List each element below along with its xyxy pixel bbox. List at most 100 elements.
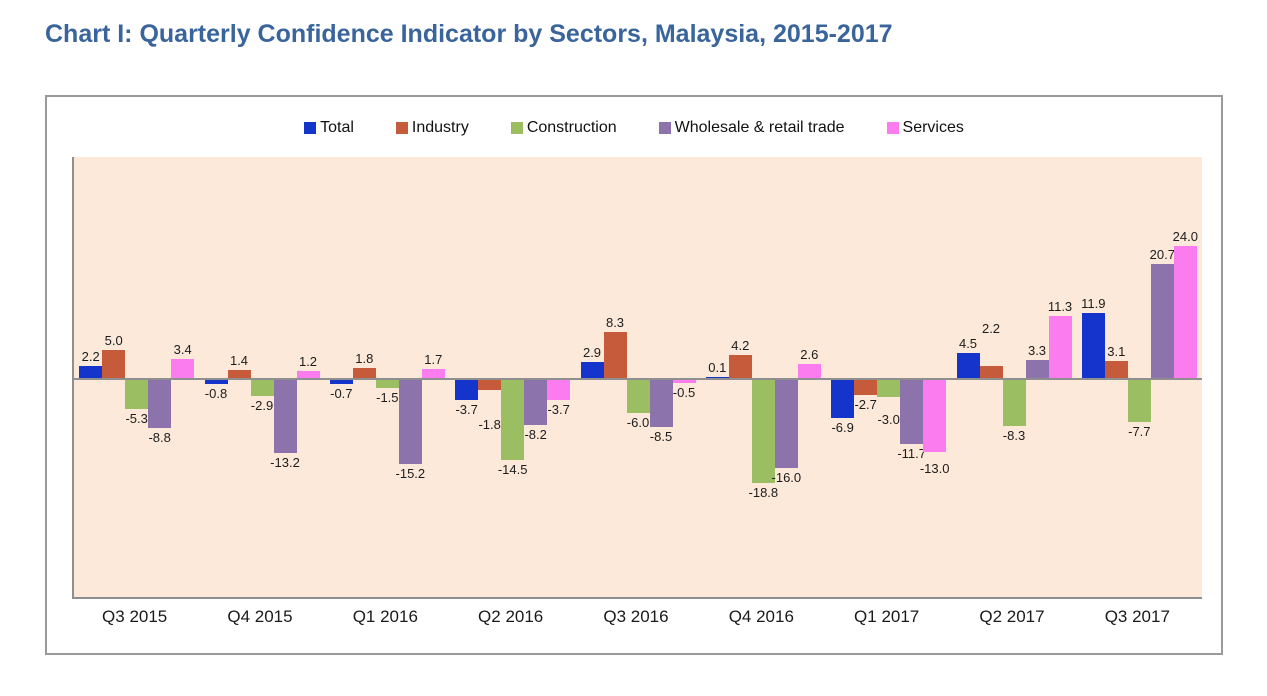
- bar-value-label: -14.5: [497, 462, 528, 477]
- bar-value-label: 1.8: [355, 351, 374, 366]
- bar-value-label: -18.8: [748, 485, 779, 500]
- bar: [1173, 246, 1197, 378]
- bar: [1127, 380, 1151, 422]
- bar: [626, 380, 650, 413]
- bar: [455, 380, 479, 400]
- bar: [329, 380, 353, 384]
- bar-value-label: -6.9: [831, 420, 854, 435]
- bar: [1002, 380, 1026, 426]
- x-axis-label: Q3 2017: [1104, 607, 1170, 626]
- bar: [774, 380, 798, 468]
- bar: [956, 353, 980, 378]
- bar: [1081, 313, 1105, 378]
- bar-value-label: 2.6: [800, 347, 819, 362]
- bar-value-label: -8.8: [148, 430, 171, 445]
- bar-value-label: 5.0: [104, 333, 123, 348]
- legend-item-4: Wholesale & retail trade: [658, 119, 845, 137]
- chart-title: Chart I: Quarterly Confidence Indicator …: [45, 20, 893, 48]
- bar-value-label: 4.2: [731, 338, 750, 353]
- bar-value-label: 20.7: [1149, 247, 1175, 262]
- legend-swatch-icon: [510, 122, 523, 134]
- bar: [524, 380, 548, 425]
- legend-item-3: Construction: [510, 119, 617, 137]
- bar: [672, 380, 696, 383]
- bar-value-label: -0.7: [330, 386, 353, 401]
- bar: [1048, 316, 1072, 378]
- legend-item-2: Industry: [395, 119, 469, 137]
- bar-value-label: -0.8: [204, 386, 228, 401]
- bar-value-label: -11.7: [897, 446, 926, 461]
- legend-swatch-icon: [304, 122, 317, 134]
- legend-swatch-icon: [395, 122, 408, 134]
- bar-value-label: 0.1: [708, 360, 727, 375]
- bar-value-label: -1.5: [376, 390, 399, 405]
- bar: [375, 380, 399, 388]
- bar-value-label: -1.8: [478, 417, 501, 432]
- bar-value-label: -13.2: [270, 455, 300, 470]
- chart-area: Total Industry Construction Wholesale & ret…: [45, 95, 1223, 655]
- bar-value-label: -5.3: [125, 411, 148, 426]
- bar-value-label: 1.4: [229, 353, 249, 368]
- x-axis-label: Q1 2016: [352, 607, 418, 626]
- bar-value-label: -3.0: [877, 412, 900, 427]
- bar: [227, 370, 251, 378]
- bar-value-label: -0.5: [672, 385, 696, 400]
- bar: [831, 380, 855, 418]
- bar-value-label: 11.3: [1047, 299, 1073, 314]
- bar-value-label: -8.3: [1002, 428, 1026, 443]
- bar-value-label: 2.2: [81, 349, 100, 364]
- bar: [1104, 361, 1128, 378]
- bar: [273, 380, 297, 453]
- legend-label: Wholesale & retail trade: [674, 119, 845, 136]
- x-axis: Q3 2015 Q4 2015 Q1 2016 Q2 2016 Q3 2016 Q4 20…: [72, 607, 1200, 631]
- x-axis-label: Q4 2016: [728, 607, 794, 626]
- bar-value-label: -3.7: [455, 402, 478, 417]
- bar-value-label: 2.2: [981, 321, 1001, 336]
- bar-value-label: -8.5: [649, 429, 673, 444]
- bar: [478, 380, 502, 390]
- bar: [352, 368, 376, 378]
- bar-value-label: -8.2: [524, 427, 547, 442]
- bar: [580, 362, 604, 378]
- bar: [705, 377, 729, 378]
- bar-value-label: 3.3: [1027, 343, 1047, 358]
- bar: [979, 366, 1003, 378]
- legend-item-1: Total: [304, 119, 354, 137]
- bar: [148, 380, 172, 428]
- bar-value-label: 1.2: [298, 354, 318, 369]
- x-axis-label: Q3 2016: [603, 607, 669, 626]
- bar: [1150, 264, 1174, 378]
- x-axis-label: Q1 2017: [854, 607, 920, 626]
- bar: [877, 380, 901, 397]
- bar: [102, 350, 126, 378]
- x-axis-label: Q2 2017: [979, 607, 1045, 626]
- legend: Total Industry Construction Wholesale & ret…: [47, 119, 1221, 137]
- bar-value-label: -16.0: [771, 470, 802, 485]
- bar-value-label: 2.9: [582, 345, 602, 360]
- legend-label: Construction: [526, 119, 617, 136]
- plot-area: 2.2 5.0 -5.3 -8.8 3.4 -0.8 1.4 -2.9 -13.2 1.2 -0.7…: [72, 157, 1202, 599]
- x-axis-label: Q3 2015: [102, 607, 168, 626]
- bar-value-label: -2.9: [250, 398, 274, 413]
- bar-value-label: 8.3: [605, 315, 625, 330]
- bar-value-label: -15.2: [395, 466, 426, 481]
- bar-value-label: 3.1: [1107, 344, 1126, 359]
- bar: [923, 380, 947, 452]
- bar-value-label: 1.7: [424, 352, 443, 367]
- bar-value-label: -3.7: [547, 402, 570, 417]
- bar-value-label: -13.0: [919, 461, 950, 476]
- bar-value-label: -7.7: [1128, 424, 1151, 439]
- bar: [171, 359, 195, 378]
- bar: [547, 380, 571, 400]
- bar: [728, 355, 752, 378]
- bar: [751, 380, 775, 483]
- bar: [854, 380, 878, 395]
- x-axis-label: Q4 2015: [227, 607, 293, 626]
- zero-axis-line: [74, 378, 1202, 380]
- legend-item-5: Services: [886, 119, 964, 137]
- legend-label: Industry: [411, 119, 469, 136]
- bar-value-label: 24.0: [1172, 229, 1198, 244]
- bar: [204, 380, 228, 384]
- bar: [649, 380, 673, 427]
